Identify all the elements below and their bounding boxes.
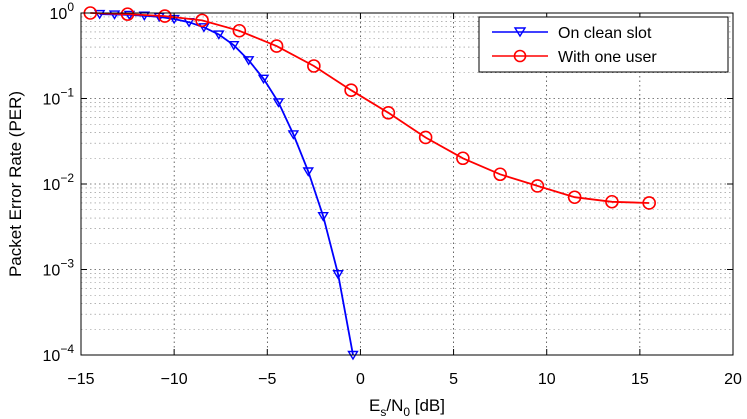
circle-marker [605,194,619,209]
x-tick-label: 10 [538,371,556,388]
circle-marker [381,106,396,120]
x-tick-labels: −15 −10 −5 0 5 10 15 20 [67,371,742,388]
triangle-marker-icon [513,27,527,38]
circle-marker [530,179,545,193]
x-tick-label: −10 [161,371,188,388]
triangle-marker [287,130,300,140]
y-tick-label: 10−4 [43,342,75,365]
y-tick-label: 100 [50,0,75,23]
x-tick-label: 15 [631,371,649,388]
x-tick-label: 20 [724,371,742,388]
y-tick-label: 10−2 [43,171,75,194]
triangle-marker [272,98,285,108]
circle-marker [120,7,135,21]
circle-marker-icon [513,49,527,63]
circle-marker [232,23,247,38]
x-axis-label: Es/N0 [dB] [369,396,445,419]
circle-marker [567,190,582,205]
circle-marker [344,83,358,98]
triangle-marker [93,9,106,20]
triangle-marker [257,74,270,85]
y-tick-labels: 100 10−1 10−2 10−3 10−4 [43,0,75,365]
series-layer [83,6,656,361]
triangle-marker [108,10,121,20]
legend: On clean slot With one user [478,16,729,73]
triangle-marker [302,167,315,177]
y-axis-label: Packet Error Rate (PER) [6,91,25,277]
triangle-marker [213,30,225,40]
y-tick-label: 10−3 [43,257,75,280]
circle-marker [493,167,507,182]
circle-marker [195,13,209,28]
triangle-marker [332,270,344,280]
x-tick-label: 0 [356,371,365,388]
circle-marker [456,151,470,166]
x-tick-label: 5 [449,371,458,388]
grid-lines [81,13,733,355]
x-tick-label: −5 [258,371,276,388]
circle-marker [307,59,321,73]
triangle-marker [242,56,255,66]
series-with-one-user [83,6,656,210]
x-tick-label: −15 [67,371,94,388]
legend-label: With one user [558,49,657,66]
triangle-marker [317,212,329,222]
circle-marker [269,39,284,53]
legend-label: On clean slot [558,25,652,42]
circle-marker [642,196,656,210]
triangle-marker [228,41,240,51]
y-tick-label: 10−1 [43,86,75,109]
circle-marker [158,9,172,23]
legend-item-one-user: With one user [492,49,657,66]
circle-marker [418,130,433,145]
legend-box [478,16,729,73]
legend-item-clean-slot: On clean slot [492,25,652,42]
triangle-marker [198,23,210,33]
